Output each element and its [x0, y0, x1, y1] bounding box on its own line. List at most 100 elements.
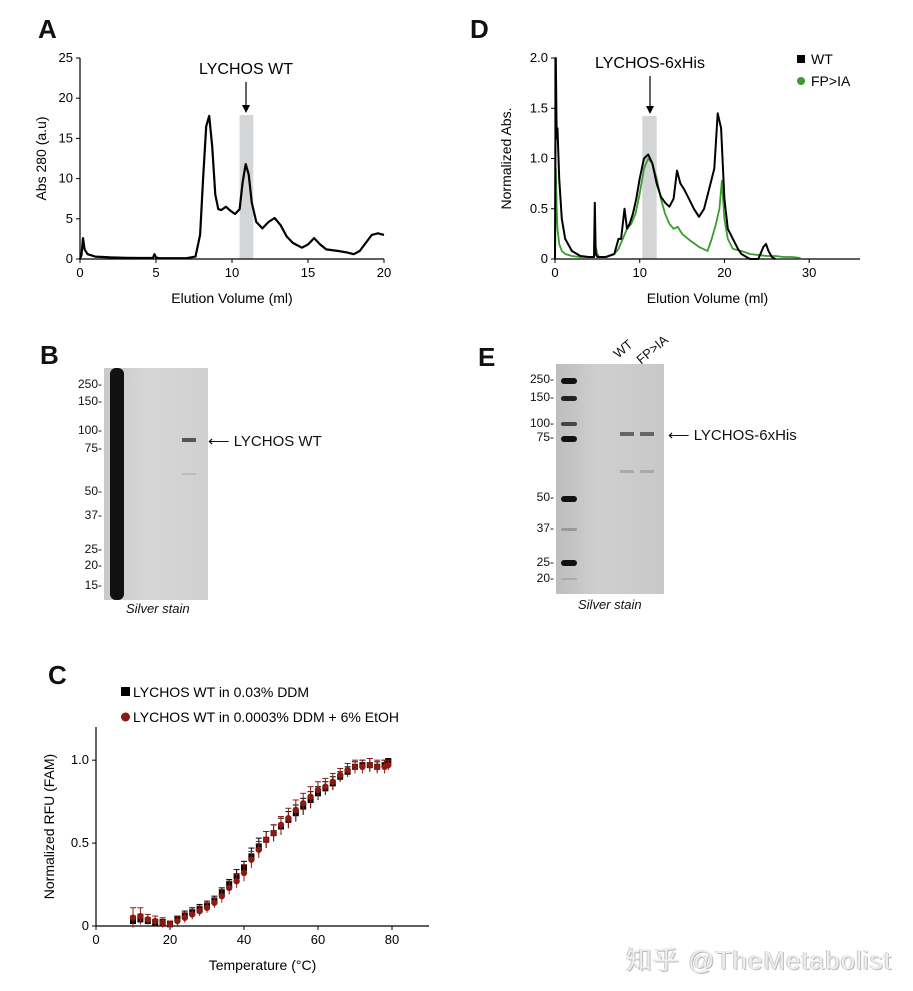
gel-e-silver-stain: [556, 364, 664, 594]
gel-b-caption: Silver stain: [126, 601, 190, 616]
data-point-lychos-wt-in-0-0003-ddm-6-etoh: [255, 846, 262, 853]
data-point-lychos-wt-in-0-0003-ddm-6-etoh: [270, 829, 277, 837]
watermark: 知乎 @TheMetabolist: [626, 945, 892, 975]
data-point-lychos-wt-in-0-0003-ddm-6-etoh: [152, 917, 159, 925]
data-point-lychos-wt-in-0-03-ddm: [381, 762, 388, 769]
data-point-lychos-wt-in-0-0003-ddm-6-etoh: [203, 904, 211, 911]
y-tick-label: 15: [59, 130, 73, 145]
data-point-lychos-wt-in-0-03-ddm: [255, 843, 262, 850]
x-tick-label: 10: [225, 265, 239, 280]
mw-marker-label: 37-: [84, 508, 102, 522]
series-line-lychos-wt: [78, 114, 385, 260]
x-tick-label: 20: [717, 265, 731, 280]
data-point-lychos-wt-in-0-03-ddm: [278, 823, 284, 830]
peak-annotation-label: LYCHOS-6xHis: [595, 55, 705, 72]
ladder-band: [561, 496, 577, 502]
x-tick-label: 30: [802, 265, 816, 280]
x-tick-label: 60: [311, 932, 325, 947]
data-point-lychos-wt-in-0-03-ddm: [196, 906, 203, 913]
data-point-lychos-wt-in-0-0003-ddm-6-etoh: [322, 783, 329, 790]
data-point-lychos-wt-in-0-03-ddm: [263, 836, 270, 843]
data-point-lychos-wt-in-0-0003-ddm-6-etoh: [248, 856, 255, 863]
data-point-lychos-wt-in-0-03-ddm: [374, 763, 381, 770]
data-point-lychos-wt-in-0-0003-ddm-6-etoh: [211, 899, 218, 906]
legend-label: WT: [811, 51, 833, 67]
data-point-lychos-wt-in-0-03-ddm: [211, 898, 218, 905]
panel-label-d: D: [470, 14, 489, 44]
data-point-lychos-wt-in-0-0003-ddm-6-etoh: [144, 916, 151, 923]
ladder-band: [561, 422, 577, 426]
gel-e-caption: Silver stain: [578, 597, 642, 612]
panel-label-e: E: [478, 342, 496, 372]
ladder-band: [561, 528, 577, 531]
y-tick-label: 1.5: [530, 100, 548, 115]
data-point-lychos-wt-in-0-0003-ddm-6-etoh: [292, 806, 299, 814]
legend-label: LYCHOS WT in 0.0003% DDM + 6% EtOH: [133, 709, 399, 725]
data-point-lychos-wt-in-0-03-ddm: [344, 768, 351, 775]
y-tick-label: 1.0: [71, 752, 89, 767]
data-point-lychos-wt-in-0-03-ddm: [359, 762, 366, 769]
legend-marker-circle: [797, 77, 805, 85]
data-point-lychos-wt-in-0-0003-ddm-6-etoh: [329, 778, 336, 785]
data-point-lychos-wt-in-0-03-ddm: [130, 918, 136, 925]
data-point-lychos-wt-in-0-0003-ddm-6-etoh: [189, 911, 196, 918]
y-tick-label: 20: [59, 90, 73, 105]
mw-marker-label: 75-: [536, 430, 554, 444]
data-point-lychos-wt-in-0-03-ddm: [241, 864, 247, 871]
mw-marker-label: 50-: [536, 490, 554, 504]
gel-e-lane-label-fpia: FP>IA: [633, 332, 671, 367]
legend-label: LYCHOS WT in 0.03% DDM: [133, 684, 309, 700]
series-line-wt: [554, 57, 776, 260]
x-tick-label: 40: [237, 932, 251, 947]
panel-label-a: A: [38, 14, 57, 44]
data-point-lychos-wt-in-0-0003-ddm-6-etoh: [337, 771, 344, 779]
arrow-left-icon: ⟵: [208, 433, 230, 450]
data-point-lychos-wt-in-0-0003-ddm-6-etoh: [381, 763, 388, 770]
arrow-left-icon: ⟵: [668, 427, 690, 444]
highlight-band: [642, 116, 657, 259]
y-tick-label: 0: [66, 251, 73, 266]
x-axis-label: Elution Volume (ml): [171, 290, 292, 306]
ladder-band: [561, 578, 577, 580]
x-tick-label: 0: [76, 265, 83, 280]
ladder-lane: [110, 368, 124, 600]
mw-marker-label: 100-: [529, 416, 554, 430]
data-point-lychos-wt-in-0-03-ddm: [300, 803, 307, 810]
mw-marker-label: 15-: [84, 578, 102, 592]
mw-marker-label: 250-: [77, 377, 102, 391]
y-axis-label: Abs 280 (a.u): [33, 116, 49, 200]
mw-marker-label: 25-: [84, 542, 102, 556]
peak-annotation-label: LYCHOS WT: [199, 61, 293, 78]
y-tick-label: 2.0: [530, 50, 548, 65]
data-point-lychos-wt-in-0-0003-ddm-6-etoh: [285, 815, 292, 822]
mw-marker-label: 25-: [536, 555, 554, 569]
y-tick-label: 0.5: [71, 835, 89, 850]
mw-marker-label: 50-: [84, 484, 102, 498]
data-point-lychos-wt-in-0-03-ddm: [152, 919, 159, 926]
legend-marker-square: [121, 687, 130, 696]
mw-marker-label: 250-: [529, 372, 554, 386]
y-tick-label: 0.5: [530, 201, 548, 216]
data-point-lychos-wt-in-0-0003-ddm-6-etoh: [307, 793, 314, 800]
mw-marker-label: 150-: [529, 390, 554, 404]
x-tick-label: 15: [301, 265, 315, 280]
legend-marker-square: [797, 55, 805, 63]
data-point-lychos-wt-in-0-0003-ddm-6-etoh: [344, 766, 351, 774]
fpia-lychos-band: [640, 432, 654, 436]
data-point-lychos-wt-in-0-03-ddm: [385, 758, 392, 765]
y-axis-label: Normalized Abs.: [498, 108, 514, 210]
legend-label: FP>IA: [811, 73, 851, 89]
x-tick-label: 0: [92, 932, 99, 947]
data-point-lychos-wt-in-0-03-ddm: [218, 889, 225, 896]
x-axis-label: Elution Volume (ml): [647, 290, 768, 306]
mw-marker-label: 75-: [84, 441, 102, 455]
data-point-lychos-wt-in-0-0003-ddm-6-etoh: [351, 763, 359, 770]
mw-marker-label: 37-: [536, 521, 554, 535]
panel-label-c: C: [48, 660, 67, 690]
gel-e-lane-label-wt: WT: [610, 336, 636, 361]
mw-marker-label: 150-: [77, 394, 102, 408]
data-point-lychos-wt-in-0-0003-ddm-6-etoh: [218, 892, 225, 900]
data-point-lychos-wt-in-0-03-ddm: [366, 762, 373, 769]
data-point-lychos-wt-in-0-03-ddm: [189, 909, 196, 916]
data-point-lychos-wt-in-0-03-ddm: [270, 830, 277, 837]
